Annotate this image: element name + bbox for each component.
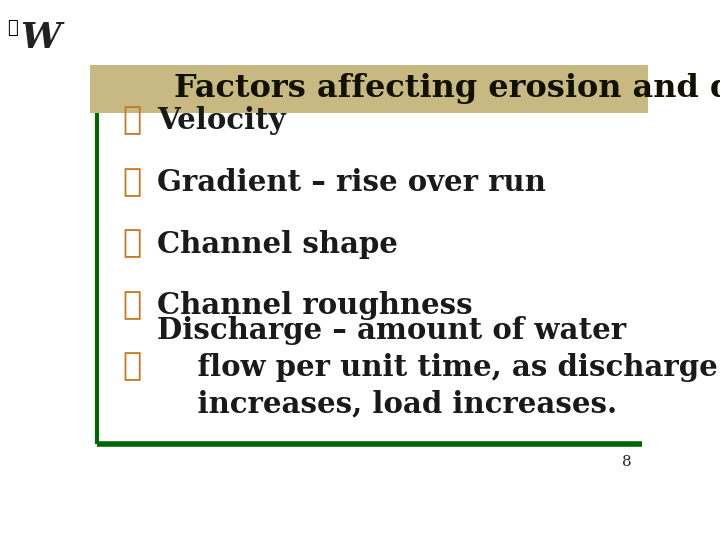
Text: Factors affecting erosion and deposition: Factors affecting erosion and deposition [174, 73, 720, 104]
Text: Channel shape: Channel shape [157, 230, 398, 259]
Text: 🌿: 🌿 [7, 19, 18, 37]
Text: ❖: ❖ [122, 105, 141, 137]
Text: Channel roughness: Channel roughness [157, 291, 472, 320]
Text: ❖: ❖ [122, 167, 141, 198]
Text: Gradient – rise over run: Gradient – rise over run [157, 168, 546, 197]
Text: ❖: ❖ [122, 352, 141, 382]
Text: Velocity: Velocity [157, 106, 286, 136]
Bar [90, 65, 648, 113]
Text: Discharge – amount of water
    flow per unit time, as discharge
    increases, : Discharge – amount of water flow per uni… [157, 315, 718, 418]
Text: 8: 8 [621, 455, 631, 469]
Text: W: W [20, 21, 61, 55]
Text: ❖: ❖ [122, 290, 141, 321]
Text: ❖: ❖ [122, 228, 141, 260]
